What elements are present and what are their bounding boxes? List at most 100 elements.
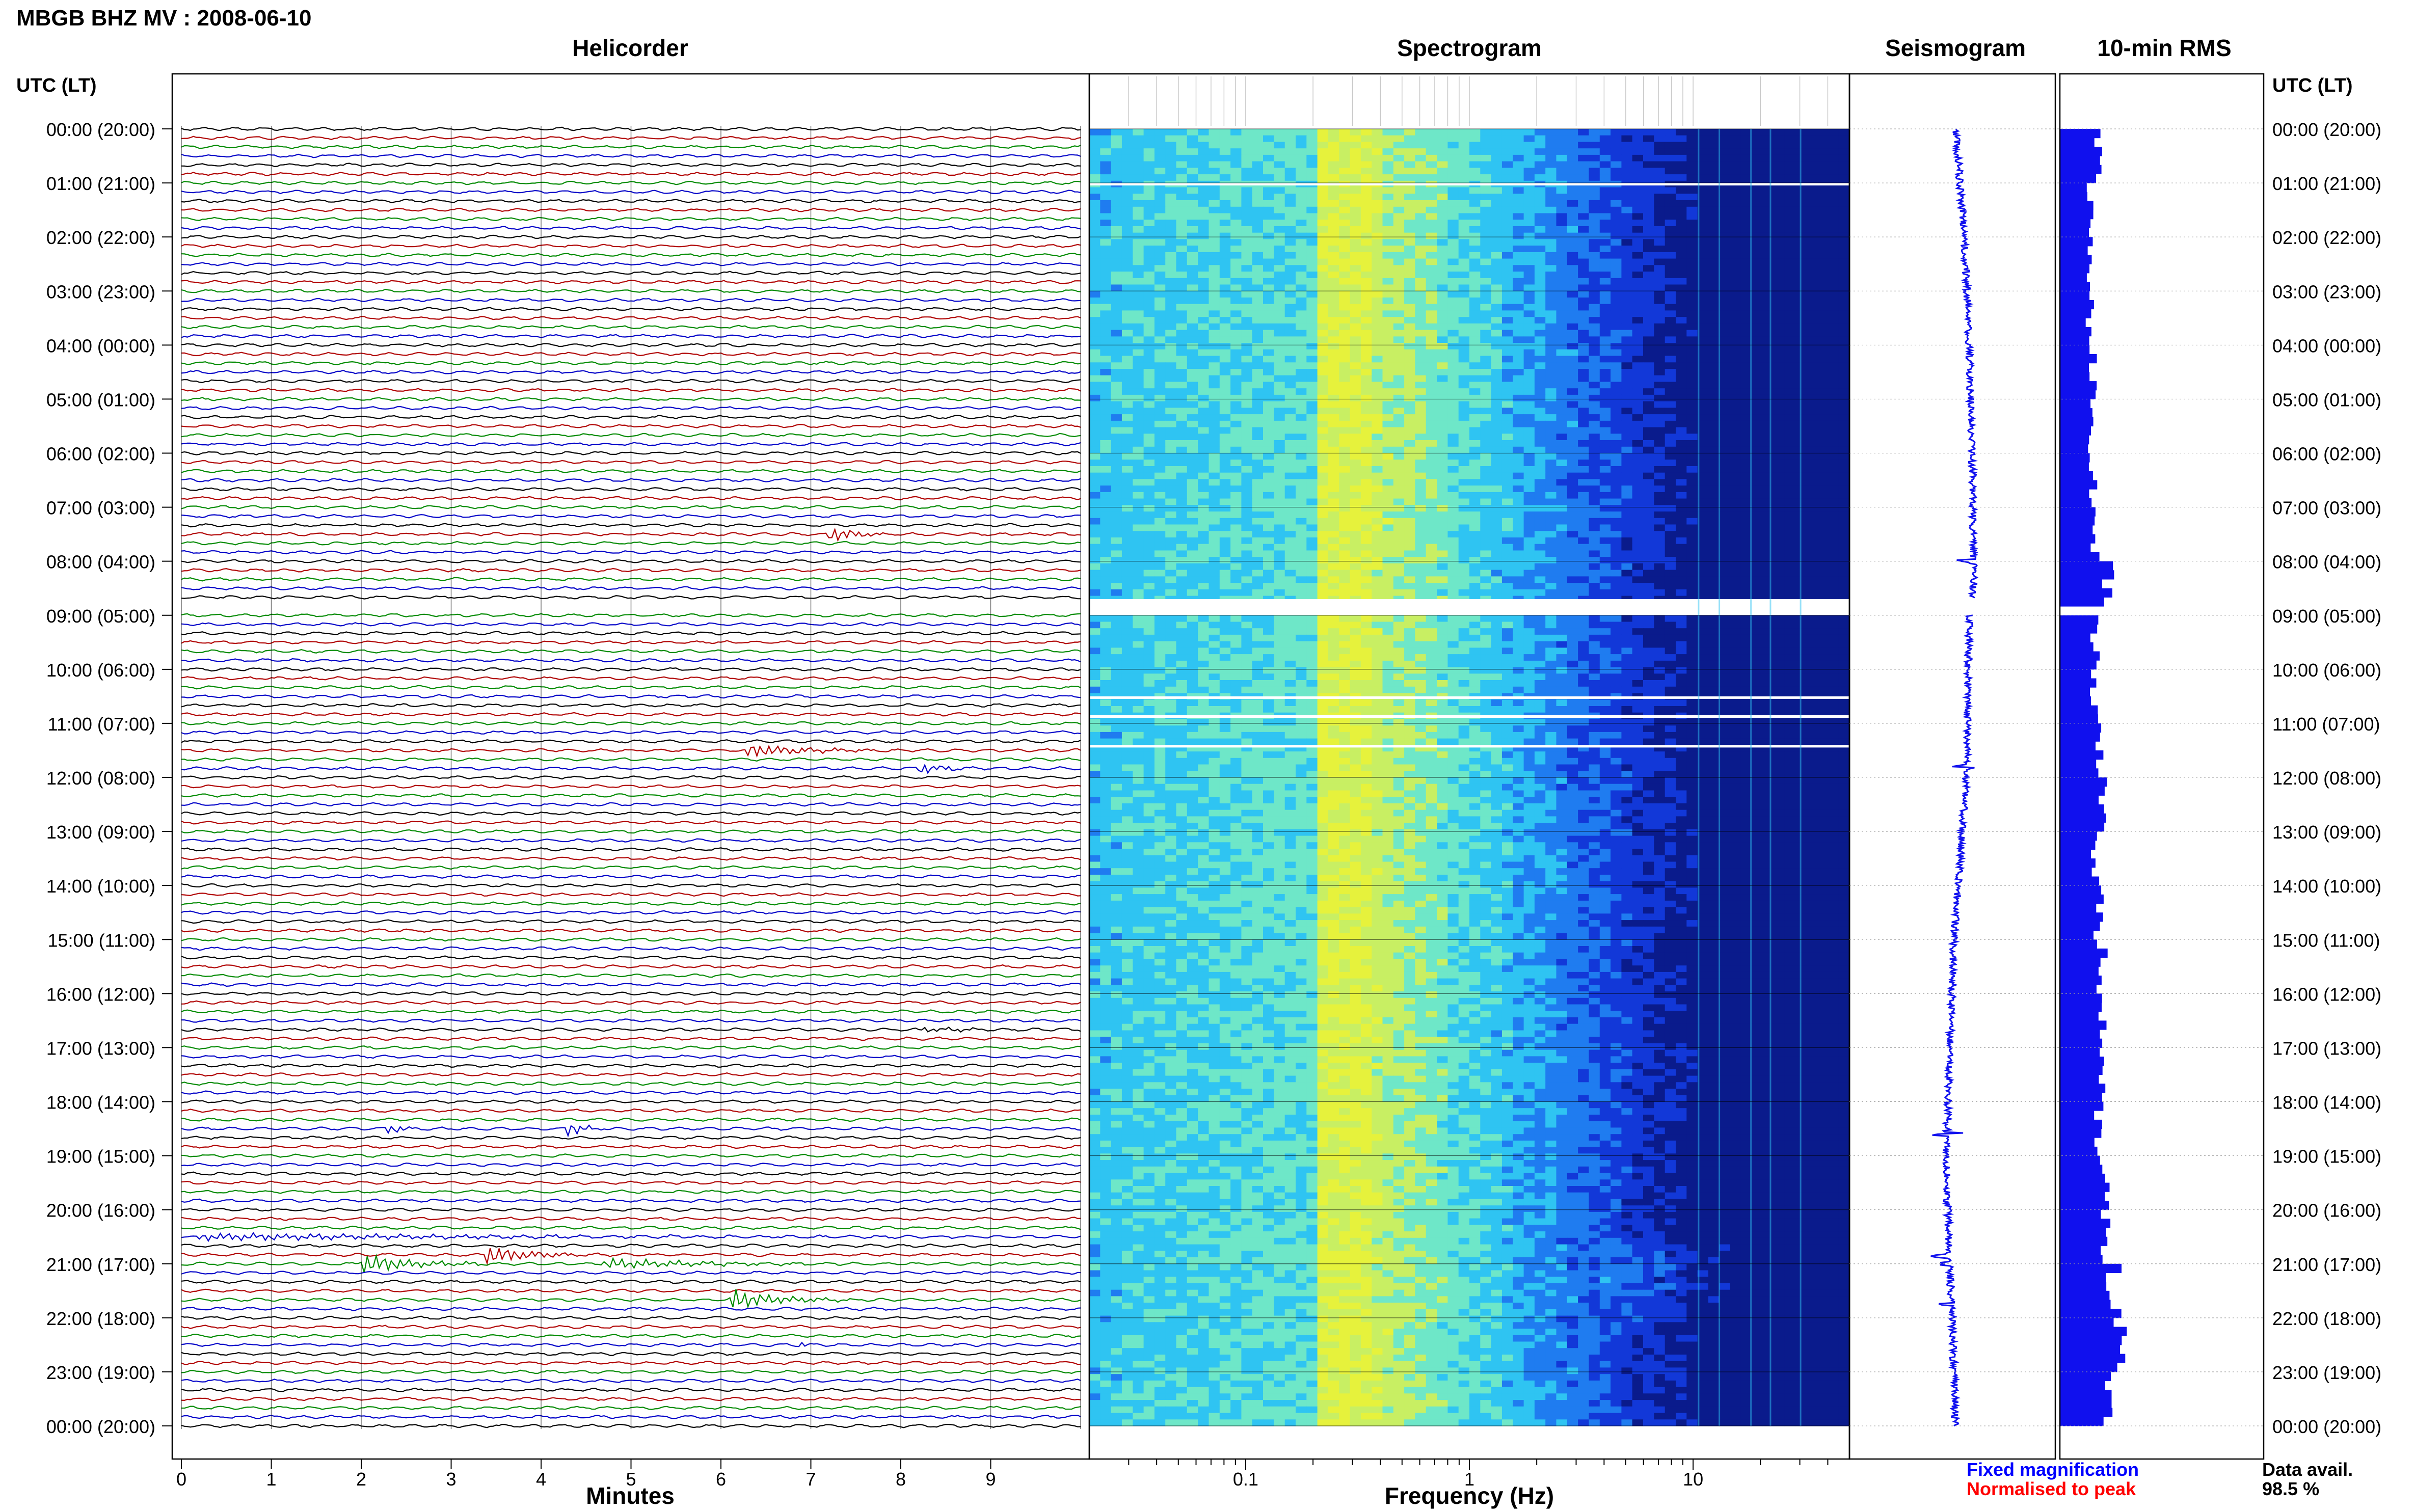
spectrogram-cell [1523,265,1535,272]
spectrogram-cell [1676,258,1687,265]
spectrogram-cell [1773,213,1785,220]
spectrogram-cell [1447,148,1459,155]
spectrogram-cell [1806,206,1817,214]
spectrogram-cell [1284,317,1296,324]
spectrogram-cell [1426,563,1437,571]
spectrogram-cell [1426,272,1437,279]
spectrogram-cell [1708,531,1720,538]
spectrogram-cell [1111,349,1122,357]
spectrogram-cell [1523,466,1535,473]
spectrogram-cell [1404,142,1415,149]
spectrogram-cell [1176,589,1188,597]
spectrogram-cell [1719,576,1731,583]
spectrogram-cell [1382,284,1394,291]
spectrogram-cell [1121,485,1133,493]
spectrogram-cell [1089,310,1101,317]
spectrogram-cell [1328,291,1339,298]
spectrogram-cell [1426,200,1437,207]
spectrogram-cell [1469,492,1481,499]
spectrogram-cell [1284,154,1296,162]
spectrogram-cell [1219,460,1231,467]
spectrogram-cell [1187,317,1198,324]
spectrogram-cell [1143,246,1155,253]
spectrogram-cell [1143,154,1155,162]
spectrogram-cell [1219,246,1231,253]
spectrogram-cell [1719,550,1731,557]
spectrogram-cell [1252,154,1264,162]
spectrogram-cell [1133,272,1144,279]
spectrogram-cell [1752,187,1763,194]
spectrogram-cell [1187,323,1198,331]
spectrogram-cell [1654,317,1666,324]
spectrogram-cell [1447,291,1459,298]
spectrogram-cell [1415,583,1427,590]
spectrogram-cell [1567,317,1578,324]
spectrogram-cell [1284,369,1296,376]
spectrogram-cell [1143,466,1155,473]
spectrogram-cell [1806,298,1817,305]
spectrogram-cell [1121,135,1133,142]
spectrogram-cell [1198,531,1209,538]
spectrogram-cell [1415,453,1427,460]
spectrogram-cell [1111,382,1122,389]
spectrogram-cell [1154,434,1166,441]
spectrogram-cell [1545,375,1557,382]
spectrogram-cell [1719,343,1731,350]
spectrogram-cell [1513,557,1524,564]
spectrogram-cell [1382,401,1394,408]
spectrogram-cell [1676,531,1687,538]
spectrogram-cell [1426,427,1437,434]
spectrogram-cell [1762,278,1774,285]
spectrogram-cell [1143,317,1155,324]
spectrogram-cell [1567,550,1578,557]
spectrogram-cell [1458,427,1470,434]
spectrogram-cell [1284,537,1296,545]
spectrogram-cell [1328,453,1339,460]
spectrogram-cell [1632,310,1644,317]
spectrogram-cell [1665,148,1676,155]
spectrogram-cell [1089,356,1101,363]
spectrogram-cell [1632,356,1644,363]
spectrogram-cell [1838,362,1849,369]
spectrogram-cell [1339,524,1351,531]
spectrogram-cell [1578,583,1589,590]
spectrogram-cell [1621,135,1633,142]
spectrogram-cell [1773,154,1785,162]
spectrogram-cell [1415,382,1427,389]
spectrogram-cell [1806,550,1817,557]
spectrogram-cell [1372,427,1383,434]
spectrogram-cell [1665,440,1676,447]
spectrogram-cell [1491,323,1502,331]
spectrogram-cell [1654,252,1666,259]
spectrogram-cell [1654,505,1666,512]
spectrogram-cell [1372,129,1383,136]
spectrogram-cell [1589,168,1600,175]
spectrogram-cell [1296,505,1307,512]
spectrogram-cell [1284,220,1296,227]
spectrogram-cell [1209,291,1220,298]
spectrogram-cell [1404,174,1415,181]
spectrogram-cell [1578,498,1589,505]
spectrogram-cell [1415,388,1427,395]
spectrogram-cell [1534,349,1546,357]
spectrogram-cell [1100,246,1112,253]
spectrogram-cell [1296,570,1307,577]
spectrogram-cell [1328,524,1339,531]
spectrogram-cell [1382,213,1394,220]
spectrogram-cell [1252,420,1264,428]
spectrogram-cell [1263,232,1274,239]
spectrogram-cell [1187,330,1198,337]
spectrogram-cell [1382,310,1394,317]
spectrogram-cell [1393,472,1405,479]
spectrogram-cell [1817,557,1828,564]
spectrogram-cell [1762,460,1774,467]
spectrogram-cell [1404,446,1415,454]
spectrogram-cell [1817,394,1828,402]
spectrogram-cell [1306,369,1318,376]
spectrogram-cell [1773,557,1785,564]
spectrogram-cell [1599,394,1611,402]
spectrogram-cell [1501,362,1513,369]
spectrogram-cell [1458,213,1470,220]
spectrogram-cell [1817,187,1828,194]
spectrogram-cell [1534,298,1546,305]
